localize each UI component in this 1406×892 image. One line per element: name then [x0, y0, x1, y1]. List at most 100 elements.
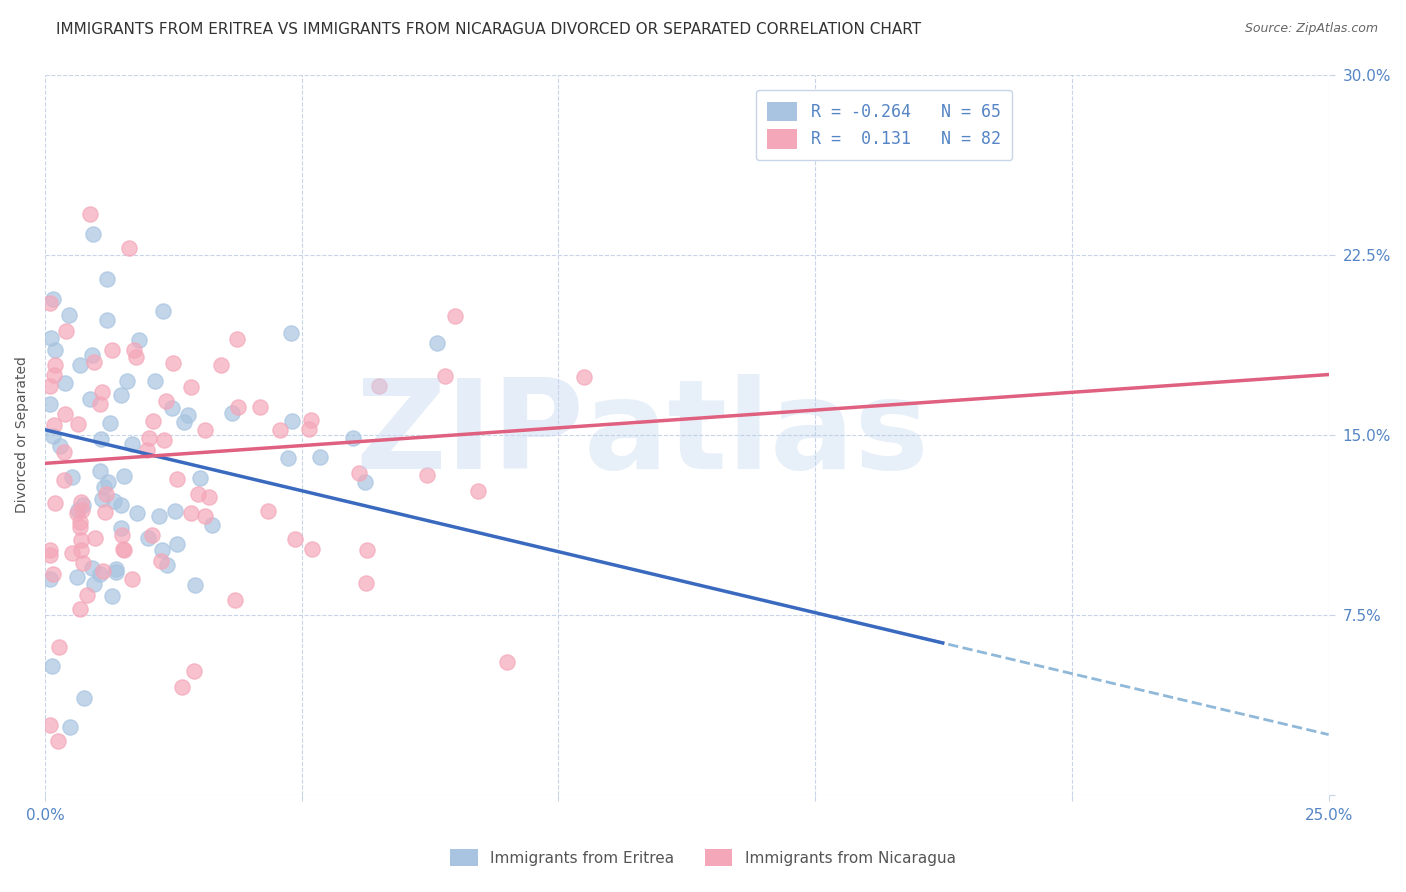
Point [443, 309, 465, 323]
Point [105, 565, 128, 579]
Point [39, 542, 62, 557]
Point [201, 517, 224, 532]
Point [39, 396, 62, 410]
Point [69, 519, 91, 533]
Point [42, 417, 65, 432]
Point [55, 376, 77, 390]
Point [183, 665, 205, 679]
Point [79, 207, 101, 221]
Point [58, 308, 80, 322]
Point [112, 469, 135, 483]
Point [155, 393, 177, 408]
Point [67, 503, 90, 517]
Point [353, 475, 375, 490]
Point [198, 490, 221, 504]
Point [41, 658, 63, 673]
Point [226, 400, 249, 414]
Point [176, 408, 198, 422]
Point [301, 542, 323, 557]
Point [98, 417, 121, 431]
Point [48, 439, 70, 453]
Point [224, 593, 246, 607]
Point [121, 437, 143, 451]
Point [91, 564, 114, 578]
Point [111, 528, 134, 542]
Point [115, 374, 138, 388]
Point [125, 351, 148, 365]
Point [299, 413, 322, 427]
Text: atlas: atlas [583, 374, 929, 495]
Point [39, 331, 62, 345]
Point [70, 495, 93, 509]
Point [96, 313, 118, 327]
Point [284, 532, 307, 546]
Point [298, 422, 321, 436]
Point [467, 484, 489, 499]
Point [142, 414, 165, 428]
Point [347, 467, 370, 481]
Point [160, 401, 183, 416]
Point [39, 379, 62, 393]
Point [66, 570, 89, 584]
Point [184, 578, 207, 592]
Y-axis label: Divorced or Separated: Divorced or Separated [15, 356, 30, 513]
Point [209, 358, 232, 372]
Point [342, 431, 364, 445]
Point [172, 681, 194, 695]
Point [84, 531, 107, 545]
Point [44, 343, 66, 358]
Point [91, 492, 114, 507]
Point [103, 494, 125, 508]
Point [52, 473, 75, 487]
Point [433, 368, 456, 383]
Point [138, 431, 160, 445]
Point [194, 508, 217, 523]
Legend: Immigrants from Eritrea, Immigrants from Nicaragua: Immigrants from Eritrea, Immigrants from… [441, 839, 965, 875]
Point [70, 533, 93, 547]
Point [280, 326, 302, 341]
Point [110, 388, 132, 402]
Point [257, 504, 280, 518]
Point [96, 487, 118, 501]
Point [128, 333, 150, 347]
Point [121, 573, 143, 587]
Point [48, 640, 70, 654]
Point [221, 406, 243, 420]
Point [42, 293, 65, 307]
Point [60, 469, 83, 483]
Point [73, 690, 96, 705]
Point [111, 541, 134, 556]
Point [55, 324, 77, 338]
Point [80, 348, 103, 362]
Point [165, 504, 187, 518]
Point [153, 433, 176, 447]
Text: IMMIGRANTS FROM ERITREA VS IMMIGRANTS FROM NICARAGUA DIVORCED OR SEPARATED CORRE: IMMIGRANTS FROM ERITREA VS IMMIGRANTS FR… [56, 22, 921, 37]
Point [53, 445, 76, 459]
Point [39, 718, 62, 732]
Point [83, 577, 105, 591]
Point [426, 335, 449, 350]
Point [277, 450, 299, 465]
Point [187, 487, 209, 501]
Point [100, 589, 122, 603]
Point [112, 543, 135, 558]
Point [65, 506, 87, 520]
Point [90, 432, 112, 446]
Point [368, 379, 391, 393]
Point [90, 384, 112, 399]
Point [94, 505, 117, 519]
Point [39, 572, 62, 586]
Legend: R = -0.264   N = 65, R =  0.131   N = 82: R = -0.264 N = 65, R = 0.131 N = 82 [755, 90, 1012, 161]
Point [110, 498, 132, 512]
Point [100, 343, 122, 358]
Point [190, 470, 212, 484]
Point [44, 496, 66, 510]
Point [41, 429, 63, 443]
Point [60, 546, 83, 560]
Point [110, 521, 132, 535]
Point [70, 543, 93, 558]
Point [46, 734, 69, 748]
Point [166, 537, 188, 551]
Point [180, 506, 202, 520]
Point [225, 332, 247, 346]
